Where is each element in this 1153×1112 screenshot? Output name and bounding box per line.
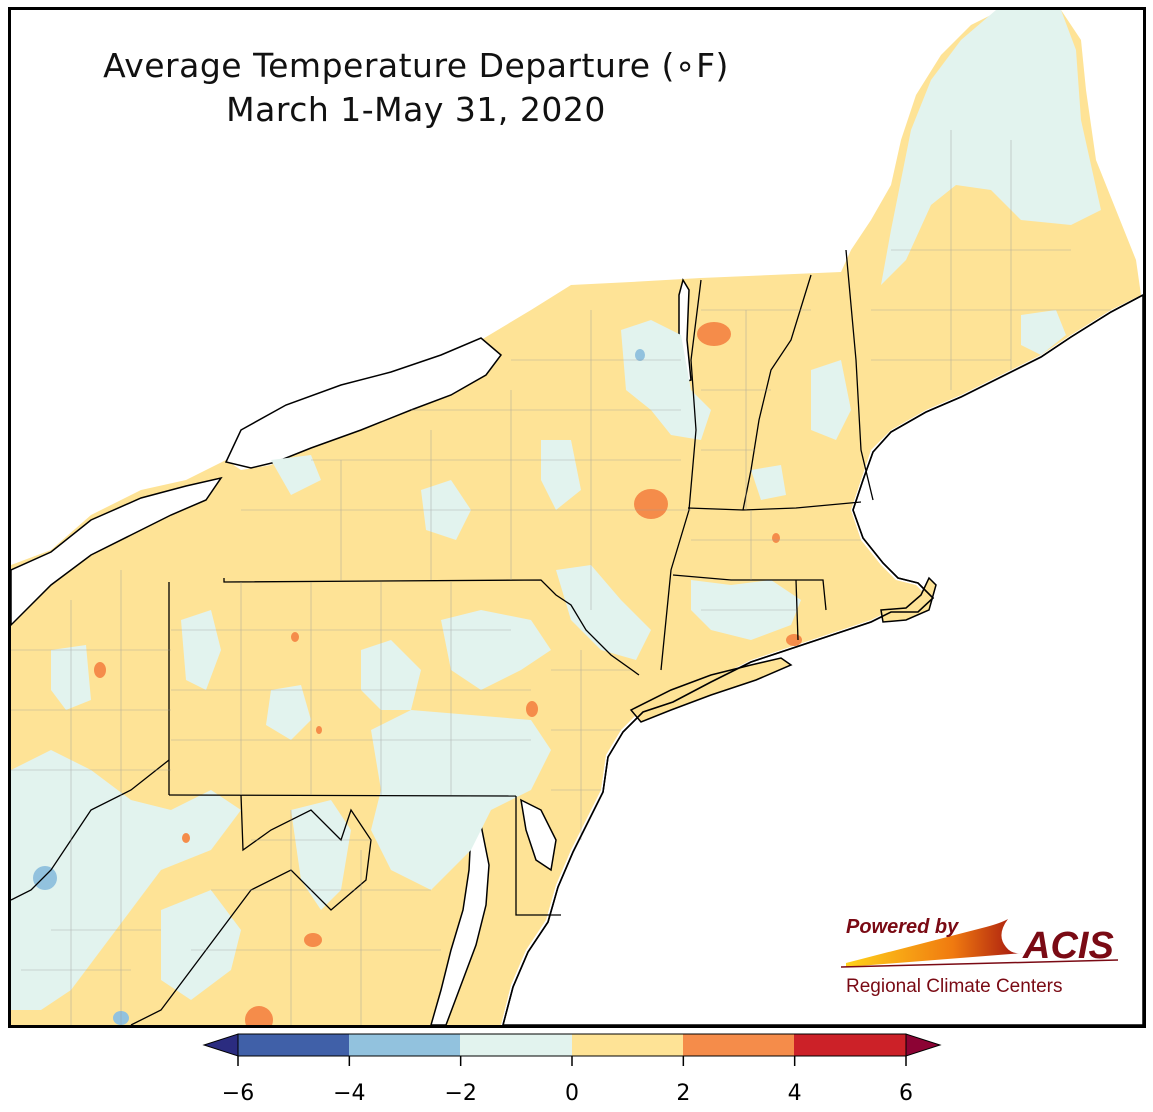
map-title: Average Temperature Departure (∘F) xyxy=(103,46,729,85)
ny-vt-border xyxy=(660,279,702,671)
colorbar-bin xyxy=(683,1034,794,1056)
colorbar-bin xyxy=(238,1034,349,1056)
powered-by-text: Powered by xyxy=(846,916,959,938)
colorbar-tick-label: 4 xyxy=(788,1081,802,1106)
anomaly-patch xyxy=(291,632,299,642)
anomaly-patch xyxy=(634,489,668,519)
ct-ma-border xyxy=(672,574,796,581)
ma-north-border xyxy=(687,501,862,511)
map-frame: Average Temperature Departure (∘F) March… xyxy=(8,7,1146,1028)
colorbar-under-arrow xyxy=(202,1033,239,1057)
anomaly-patch xyxy=(245,1006,273,1025)
delaware-bay xyxy=(520,798,557,872)
cape-cod xyxy=(880,576,937,623)
lake-erie xyxy=(11,476,223,627)
wv-va-border xyxy=(130,794,372,1025)
colorbar-ticks: −6 −4 −2 0 2 4 6 xyxy=(222,1056,913,1106)
anomaly-patch xyxy=(371,710,551,890)
anomaly-patch xyxy=(697,322,731,346)
anomaly-patch xyxy=(1021,310,1066,355)
colorbar-tick-label: −6 xyxy=(222,1081,254,1106)
anomaly-patch xyxy=(772,533,780,543)
anomaly-patch xyxy=(556,565,651,660)
colorbar-bin xyxy=(460,1034,572,1056)
anomaly-patch xyxy=(881,10,1101,285)
ri-ma-border xyxy=(796,579,827,611)
anomaly-patch xyxy=(266,685,311,740)
warm-anomaly-areas xyxy=(94,322,802,1025)
acis-swoosh-icon: Powered by ACIS Regional Climate Centers xyxy=(840,916,1119,997)
colorbar-bin xyxy=(572,1034,683,1056)
land-region xyxy=(11,10,1141,1025)
anomaly-patch xyxy=(304,933,322,947)
state-borders xyxy=(11,249,874,1025)
anomaly-patch xyxy=(11,750,241,1010)
map-date-range: March 1-May 31, 2020 xyxy=(226,90,606,129)
pa-md-border xyxy=(168,794,517,797)
anomaly-patch xyxy=(751,465,786,500)
anomaly-patch xyxy=(361,640,421,710)
anomaly-patch xyxy=(316,726,322,734)
anomaly-patch xyxy=(811,360,851,440)
colorbar-tick-label: 2 xyxy=(676,1081,690,1106)
anomaly-patch xyxy=(271,455,321,495)
anomaly-patch xyxy=(291,800,351,910)
colorbar-bin xyxy=(794,1034,906,1056)
rcc-text: Regional Climate Centers xyxy=(846,976,1063,997)
anomaly-patch xyxy=(182,833,190,843)
lake-ontario xyxy=(224,337,503,469)
temperature-departure-map xyxy=(11,10,1143,1025)
nh-me-border xyxy=(845,249,874,501)
colorbar-tick-label: −2 xyxy=(444,1081,476,1106)
anomaly-patch xyxy=(161,890,241,1000)
county-lines xyxy=(11,130,1111,1025)
long-island xyxy=(629,657,793,723)
de-md-border xyxy=(515,796,561,916)
coastlines xyxy=(502,294,1143,1025)
anomaly-patch xyxy=(33,866,57,890)
chesapeake-bay xyxy=(430,804,490,1025)
colorbar-legend: −6 −4 −2 0 2 4 6 xyxy=(202,1033,942,1106)
vt-nh-border xyxy=(742,274,812,511)
anomaly-patch xyxy=(621,320,711,440)
colorbar-bin xyxy=(349,1034,460,1056)
colorbar-over-arrow xyxy=(905,1033,942,1057)
anomaly-patch xyxy=(541,440,581,510)
ct-ri-border xyxy=(795,579,799,641)
anomaly-patch xyxy=(526,701,538,717)
ny-pa-border xyxy=(223,578,640,676)
colorbar-tick-label: 0 xyxy=(565,1081,579,1106)
anomaly-patch xyxy=(786,634,802,646)
colorbar-tick-label: −4 xyxy=(333,1081,365,1106)
colorbar-tick-label: 6 xyxy=(899,1081,913,1106)
anomaly-patch xyxy=(635,349,645,361)
acis-logo: Powered by ACIS Regional Climate Centers xyxy=(836,905,1126,1005)
anomaly-patch xyxy=(94,662,106,678)
acis-text: ACIS xyxy=(1022,925,1114,967)
